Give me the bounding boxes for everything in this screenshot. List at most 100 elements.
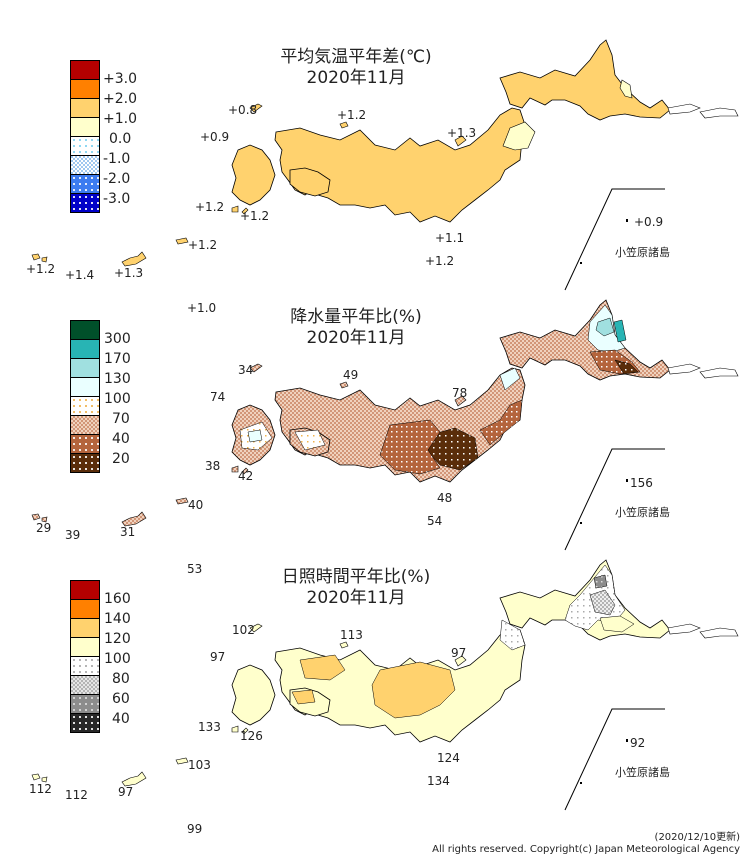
- legend-swatch: [70, 377, 100, 396]
- station-value: 97: [118, 785, 134, 799]
- station-value: 74: [210, 390, 226, 404]
- legend-label: 160: [104, 591, 131, 607]
- legend-label: +1.0: [103, 111, 137, 127]
- legend-label: 70: [112, 411, 130, 427]
- legend-swatch: [70, 694, 100, 713]
- station-value: 156: [630, 476, 653, 490]
- inset-label-ogasawara: 小笠原諸島: [615, 246, 670, 259]
- legend-label: 100: [104, 651, 131, 667]
- station-value: 53: [187, 562, 203, 576]
- inset-label-ogasawara: 小笠原諸島: [615, 506, 670, 519]
- temperature-title: 平均気温平年差(℃) 2020年11月: [236, 47, 476, 89]
- legend-label: 80: [112, 671, 130, 687]
- legend-label: 60: [112, 691, 130, 707]
- legend-label: -3.0: [103, 191, 131, 207]
- legend-label: 40: [112, 711, 130, 727]
- legend-swatch: [70, 656, 100, 675]
- legend-label: 170: [104, 351, 131, 367]
- station-value: 48: [437, 491, 453, 505]
- station-value: 133: [198, 720, 221, 734]
- legend-label: 300: [104, 331, 131, 347]
- legend-swatch: [70, 174, 100, 193]
- footer: (2020/12/10更新) All rights reserved. Copy…: [432, 832, 740, 856]
- sunshine-panel: 日照時間平年比(%) 2020年11月: [0, 0, 750, 733]
- station-value: +1.2: [26, 262, 56, 276]
- station-value: +1.0: [187, 301, 217, 315]
- legend-label: 0.0: [109, 131, 132, 147]
- station-value: 97: [451, 646, 467, 660]
- subtitle-text: 2020年11月: [306, 588, 406, 608]
- legend-swatch: [70, 79, 100, 98]
- temperature-legend: [70, 60, 100, 213]
- subtitle-text: 2020年11月: [306, 328, 406, 348]
- inset-islands: [580, 219, 628, 784]
- legend-swatch: [70, 155, 100, 174]
- legend-swatch: [70, 117, 100, 136]
- legend-label: -1.0: [103, 151, 131, 167]
- legend-swatch: [70, 320, 100, 339]
- station-value: +1.1: [435, 231, 465, 245]
- legend-swatch: [70, 599, 100, 618]
- title-text: 日照時間平年比(%): [281, 567, 431, 587]
- legend-label: 40: [112, 431, 130, 447]
- legend-label: -2.0: [103, 171, 131, 187]
- station-value: +1.2: [240, 209, 270, 223]
- station-value: 38: [205, 459, 221, 473]
- legend-swatch: [70, 434, 100, 453]
- temperature-panel: 平均気温平年差(℃) 2020年11月: [0, 0, 750, 260]
- station-value: 103: [188, 758, 211, 772]
- precipitation-legend: [70, 320, 100, 473]
- subtitle-text: 2020年11月: [306, 68, 406, 88]
- title-text: 平均気温平年差(℃): [280, 47, 432, 67]
- station-value: 113: [340, 628, 363, 642]
- updated-date: (2020/12/10更新): [654, 832, 740, 843]
- station-value: 112: [29, 782, 52, 796]
- station-value: 40: [188, 498, 204, 512]
- station-value: +1.2: [425, 254, 455, 268]
- legend-swatch: [70, 618, 100, 637]
- station-value: 112: [65, 788, 88, 802]
- legend-label: 140: [104, 611, 131, 627]
- station-value: +0.8: [228, 103, 258, 117]
- precipitation-panel: 降水量平年比(%) 2020年11月: [0, 0, 750, 473]
- station-value: 39: [65, 528, 81, 542]
- legend-label: 120: [104, 631, 131, 647]
- precipitation-map: [31, 299, 739, 527]
- legend-swatch: [70, 60, 100, 79]
- temperature-map: [31, 39, 739, 267]
- title-text: 降水量平年比(%): [290, 307, 422, 327]
- legend-label: 100: [104, 391, 131, 407]
- station-value: 29: [36, 521, 52, 535]
- legend-swatch: [70, 580, 100, 599]
- station-value: +1.3: [114, 266, 144, 280]
- station-value: 97: [210, 650, 226, 664]
- sunshine-map: [31, 559, 739, 787]
- copyright: All rights reserved. Copyright(c) Japan …: [432, 844, 740, 855]
- precipitation-title: 降水量平年比(%) 2020年11月: [236, 307, 476, 349]
- legend-swatch: [70, 637, 100, 656]
- station-value: +1.2: [188, 238, 218, 252]
- station-value: +1.2: [195, 200, 225, 214]
- legend-label: 20: [112, 451, 130, 467]
- inset-label-ogasawara: 小笠原諸島: [615, 766, 670, 779]
- station-value: 31: [120, 525, 136, 539]
- station-value: +1.3: [447, 126, 477, 140]
- station-value: 134: [427, 774, 450, 788]
- station-value: 126: [240, 729, 263, 743]
- station-value: +1.2: [337, 108, 367, 122]
- sunshine-title: 日照時間平年比(%) 2020年11月: [236, 567, 476, 609]
- station-value: 124: [437, 751, 460, 765]
- sunshine-legend: [70, 580, 100, 733]
- station-value: 42: [238, 469, 254, 483]
- station-value: 102: [232, 623, 255, 637]
- station-value: +1.4: [65, 268, 95, 282]
- station-value: 54: [427, 514, 443, 528]
- station-value: +0.9: [634, 215, 664, 229]
- station-value: 99: [187, 822, 203, 836]
- legend-label: +2.0: [103, 91, 137, 107]
- legend-swatch: [70, 453, 100, 473]
- legend-swatch: [70, 358, 100, 377]
- legend-label: 130: [104, 371, 131, 387]
- legend-label: +3.0: [103, 71, 137, 87]
